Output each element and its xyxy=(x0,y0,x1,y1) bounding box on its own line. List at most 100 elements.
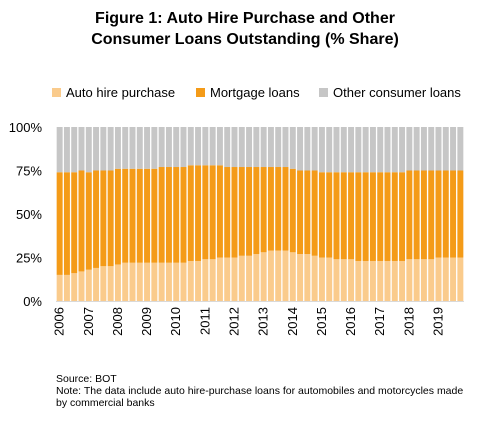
bar-segment-auto-27 xyxy=(253,254,260,301)
bar-segment-auto-53 xyxy=(442,257,449,301)
bar-segment-auto-45 xyxy=(384,260,391,301)
bar-segment-other-51 xyxy=(428,127,435,171)
bar-segment-mortgage-8 xyxy=(114,168,121,265)
bar-segment-mortgage-41 xyxy=(355,172,362,261)
bar-segment-other-7 xyxy=(107,127,114,171)
legend-swatch-mortgage xyxy=(196,88,205,97)
bar-segment-mortgage-0 xyxy=(56,172,63,275)
bar-segment-mortgage-52 xyxy=(435,170,442,258)
chart-legend: Auto hire purchase Mortgage loans Other … xyxy=(0,85,490,101)
bar-segment-auto-40 xyxy=(348,259,355,301)
bar-segment-other-38 xyxy=(333,127,340,173)
bar-segment-mortgage-24 xyxy=(231,167,238,258)
y-tick-label-0: 0% xyxy=(23,294,42,309)
bar-segment-other-1 xyxy=(63,127,70,173)
bar-segment-mortgage-1 xyxy=(63,172,70,275)
bar-segment-mortgage-28 xyxy=(260,167,267,253)
bar-segment-mortgage-15 xyxy=(165,167,172,263)
bar-segment-mortgage-50 xyxy=(420,170,427,260)
bar-segment-auto-28 xyxy=(260,252,267,301)
bar-segment-mortgage-26 xyxy=(246,167,253,256)
bar-segment-mortgage-53 xyxy=(442,170,449,258)
bar-segment-auto-24 xyxy=(231,257,238,301)
stacked-bar-chart: 0% 25% 50% 75% 100% 2006 2007 2008 2009 2010 2011 2… xyxy=(9,120,464,336)
bar-segment-mortgage-47 xyxy=(399,172,406,261)
bar-segment-auto-33 xyxy=(297,254,304,301)
bar-segment-mortgage-46 xyxy=(391,172,398,261)
bar-segment-mortgage-36 xyxy=(318,172,325,258)
bar-segment-other-13 xyxy=(151,127,158,169)
bar-segment-auto-38 xyxy=(333,259,340,301)
bar-segment-mortgage-6 xyxy=(100,170,107,267)
x-tick-label-2019: 2019 xyxy=(431,307,446,336)
bar-segment-other-10 xyxy=(129,127,136,169)
bar-segment-auto-20 xyxy=(202,259,209,301)
bar-segment-other-55 xyxy=(457,127,464,171)
bar-segment-other-42 xyxy=(362,127,369,173)
bar-segment-auto-52 xyxy=(435,257,442,301)
bar-segment-other-48 xyxy=(406,127,413,171)
chart-title-line-1: Figure 1: Auto Hire Purchase and Other xyxy=(95,10,395,27)
bar-segment-mortgage-27 xyxy=(253,167,260,255)
bar-segment-mortgage-54 xyxy=(450,170,457,258)
x-tick-label-2018: 2018 xyxy=(401,307,416,336)
bar-segment-auto-39 xyxy=(340,259,347,301)
bar-segment-mortgage-32 xyxy=(289,168,296,253)
legend-label-auto: Auto hire purchase xyxy=(66,85,176,100)
bar-segment-other-12 xyxy=(144,127,151,169)
bar-segment-auto-11 xyxy=(136,262,143,301)
bar-segment-mortgage-42 xyxy=(362,172,369,261)
bar-segment-mortgage-19 xyxy=(195,165,202,261)
bar-segment-other-50 xyxy=(420,127,427,171)
bar-segment-mortgage-43 xyxy=(369,172,376,261)
bar-segment-other-3 xyxy=(78,127,85,171)
chart-notes: Source: BOT Note: The data include auto … xyxy=(56,373,476,409)
bar-segment-auto-3 xyxy=(78,271,85,301)
x-tick-label-2011: 2011 xyxy=(197,307,212,335)
bar-segment-other-14 xyxy=(158,127,165,168)
x-tick-label-2013: 2013 xyxy=(256,307,271,336)
bar-segment-other-17 xyxy=(180,127,187,168)
bar-segment-auto-51 xyxy=(428,259,435,301)
legend-swatch-auto xyxy=(52,88,61,97)
bar-segment-auto-15 xyxy=(165,262,172,301)
bar-segment-mortgage-10 xyxy=(129,168,136,263)
chart-title-line-2: Consumer Loans Outstanding (% Share) xyxy=(91,31,399,48)
bar-segment-auto-41 xyxy=(355,260,362,301)
bar-segment-other-39 xyxy=(340,127,347,173)
bar-segment-other-15 xyxy=(165,127,172,168)
x-tick-label-2007: 2007 xyxy=(81,307,96,336)
bar-segment-mortgage-30 xyxy=(275,167,282,251)
x-tick-label-2010: 2010 xyxy=(168,307,183,336)
bar-segment-other-24 xyxy=(231,127,238,168)
bar-segment-mortgage-38 xyxy=(333,172,340,260)
bar-segment-mortgage-37 xyxy=(326,172,333,258)
bar-segment-other-0 xyxy=(56,127,63,173)
bar-segment-mortgage-33 xyxy=(297,170,304,255)
x-tick-label-2016: 2016 xyxy=(343,307,358,336)
bar-segment-other-43 xyxy=(369,127,376,173)
note-text: Note: The data include auto hire-purchas… xyxy=(56,385,464,409)
bar-segment-auto-0 xyxy=(56,274,63,301)
bar-segment-auto-42 xyxy=(362,260,369,301)
bar-segment-auto-21 xyxy=(209,259,216,301)
bar-segment-other-19 xyxy=(195,127,202,166)
bar-segment-auto-4 xyxy=(85,269,92,301)
bar-segment-other-27 xyxy=(253,127,260,168)
bar-segment-other-26 xyxy=(246,127,253,168)
bar-segment-other-40 xyxy=(348,127,355,173)
y-tick-label-50: 50% xyxy=(16,207,42,222)
bar-segment-mortgage-29 xyxy=(267,167,274,251)
legend-swatch-other xyxy=(319,88,328,97)
bar-segment-other-11 xyxy=(136,127,143,169)
bar-segment-mortgage-44 xyxy=(377,172,384,261)
x-tick-label-2014: 2014 xyxy=(285,307,300,336)
bar-segment-auto-18 xyxy=(187,260,194,301)
bar-segment-auto-37 xyxy=(326,257,333,301)
bar-segment-other-29 xyxy=(267,127,274,168)
bar-segment-other-41 xyxy=(355,127,362,173)
legend-item-auto: Auto hire purchase xyxy=(52,85,175,100)
bar-segment-mortgage-7 xyxy=(107,170,114,267)
bar-segment-mortgage-34 xyxy=(304,170,311,255)
source-text: Source: BOT xyxy=(56,373,117,385)
